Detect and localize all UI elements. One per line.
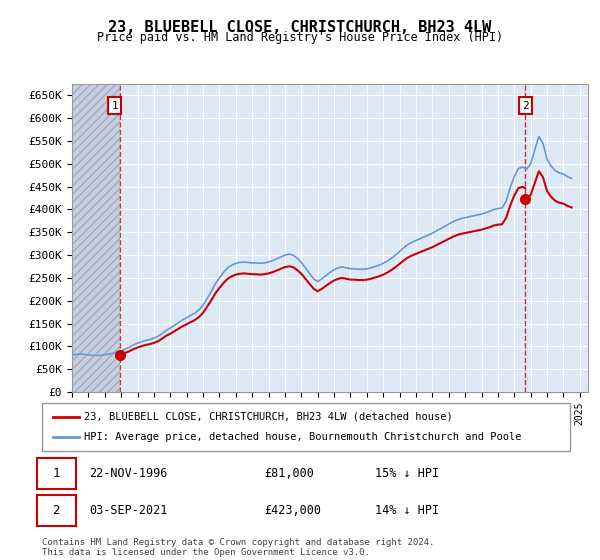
Text: Price paid vs. HM Land Registry's House Price Index (HPI): Price paid vs. HM Land Registry's House …	[97, 31, 503, 44]
Bar	[72, 84, 119, 392]
Text: 22-NOV-1996: 22-NOV-1996	[89, 468, 168, 480]
Text: 1: 1	[53, 468, 60, 480]
Text: 23, BLUEBELL CLOSE, CHRISTCHURCH, BH23 4LW: 23, BLUEBELL CLOSE, CHRISTCHURCH, BH23 4…	[109, 20, 491, 35]
FancyBboxPatch shape	[37, 495, 76, 526]
Text: 15% ↓ HPI: 15% ↓ HPI	[374, 468, 439, 480]
FancyBboxPatch shape	[42, 403, 570, 451]
Text: 23, BLUEBELL CLOSE, CHRISTCHURCH, BH23 4LW (detached house): 23, BLUEBELL CLOSE, CHRISTCHURCH, BH23 4…	[84, 412, 453, 422]
Text: £423,000: £423,000	[264, 504, 321, 517]
Text: 2: 2	[522, 101, 529, 110]
Text: HPI: Average price, detached house, Bournemouth Christchurch and Poole: HPI: Average price, detached house, Bour…	[84, 432, 522, 442]
Text: £81,000: £81,000	[264, 468, 314, 480]
Text: 2: 2	[53, 504, 60, 517]
Text: 1: 1	[111, 101, 118, 110]
FancyBboxPatch shape	[37, 459, 76, 489]
Text: 03-SEP-2021: 03-SEP-2021	[89, 504, 168, 517]
Text: 14% ↓ HPI: 14% ↓ HPI	[374, 504, 439, 517]
Text: Contains HM Land Registry data © Crown copyright and database right 2024.
This d: Contains HM Land Registry data © Crown c…	[42, 538, 434, 557]
